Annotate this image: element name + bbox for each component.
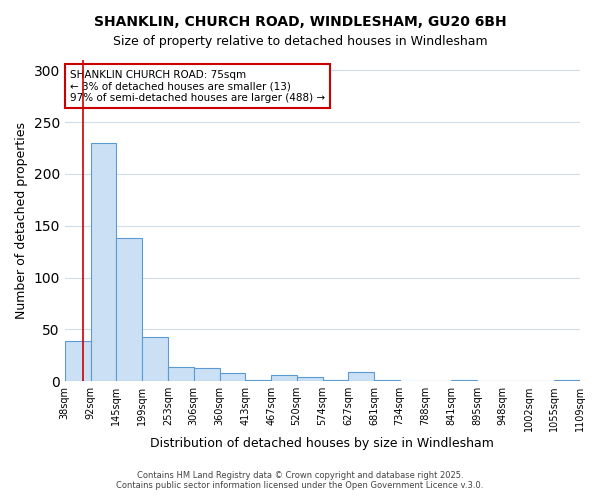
Bar [374,380,400,381]
Bar [271,375,296,381]
Bar [220,373,245,381]
Text: SHANKLIN CHURCH ROAD: 75sqm
← 3% of detached houses are smaller (13)
97% of semi: SHANKLIN CHURCH ROAD: 75sqm ← 3% of deta… [70,70,325,103]
Bar [116,238,142,381]
Bar [296,377,323,381]
Bar [323,380,348,381]
Text: SHANKLIN, CHURCH ROAD, WINDLESHAM, GU20 6BH: SHANKLIN, CHURCH ROAD, WINDLESHAM, GU20 … [94,15,506,29]
Text: Size of property relative to detached houses in Windlesham: Size of property relative to detached ho… [113,35,487,48]
Bar [245,380,271,381]
Bar [194,368,220,381]
Bar [554,380,580,381]
Bar [451,380,477,381]
Bar [65,340,91,381]
Bar [91,143,116,381]
Bar [348,372,374,381]
X-axis label: Distribution of detached houses by size in Windlesham: Distribution of detached houses by size … [151,437,494,450]
Bar [168,366,194,381]
Y-axis label: Number of detached properties: Number of detached properties [15,122,28,319]
Text: Contains HM Land Registry data © Crown copyright and database right 2025.
Contai: Contains HM Land Registry data © Crown c… [116,470,484,490]
Bar [142,336,168,381]
